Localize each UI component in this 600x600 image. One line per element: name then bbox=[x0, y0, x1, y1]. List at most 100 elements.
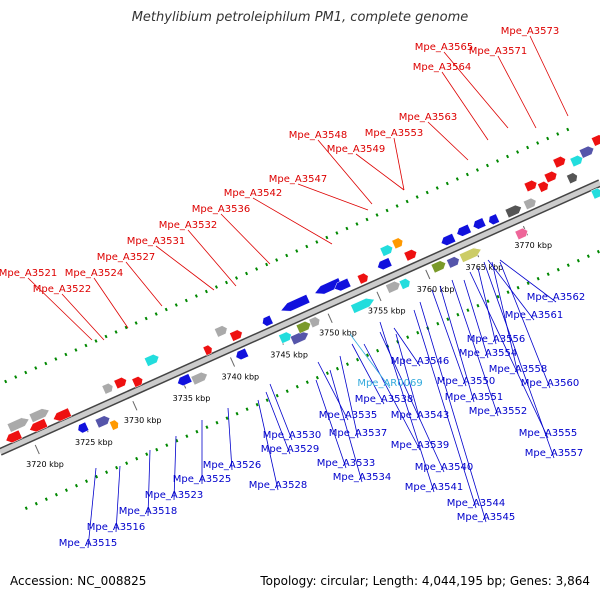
leader-line bbox=[477, 267, 497, 345]
gene-label: Mpe_A3528 bbox=[249, 480, 307, 491]
accession-text: Accession: NC_008825 bbox=[10, 574, 147, 588]
gene-arrow bbox=[458, 247, 482, 263]
scale-tick bbox=[132, 401, 138, 411]
leader-line bbox=[93, 277, 129, 329]
leader-line bbox=[317, 361, 349, 421]
gene-label: Mpe_A3515 bbox=[59, 538, 117, 549]
scale-label: 3765 kbp bbox=[466, 263, 504, 272]
gene-arrow bbox=[578, 145, 595, 159]
scale-label: 3755 kbp bbox=[368, 307, 406, 316]
scale-tick bbox=[34, 444, 40, 455]
gene-arrow bbox=[590, 134, 600, 147]
leader-line bbox=[155, 245, 215, 291]
gene-label: Mpe_A3531 bbox=[127, 236, 185, 247]
scale-tick bbox=[376, 291, 382, 302]
feature-layer bbox=[5, 134, 600, 444]
gene-label: Mpe_A3535 bbox=[319, 410, 377, 421]
gene-arrow bbox=[446, 256, 460, 269]
gene-label: Mpe_A3541 bbox=[405, 482, 463, 493]
gene-label: Mpe_A3533 bbox=[317, 458, 375, 469]
leader-line bbox=[297, 183, 369, 211]
gene-arrow bbox=[143, 354, 160, 367]
gene-label: Mpe_A3571 bbox=[469, 46, 527, 57]
gene-arrow bbox=[379, 244, 393, 257]
scale-label: 3750 kbp bbox=[319, 329, 357, 338]
leader-line bbox=[349, 333, 391, 389]
gene-arrow bbox=[214, 325, 228, 338]
tick-layer: 3720 kbp 3725 kbp 3730 kbp 3735 kbp 3740 kbp… bbox=[0, 125, 600, 510]
leader-line bbox=[187, 229, 237, 287]
gene-label: Mpe_A3525 bbox=[173, 474, 231, 485]
gene-arrow bbox=[569, 155, 583, 168]
gene-label: Mpe_A3524 bbox=[65, 268, 123, 279]
gene-arrow bbox=[229, 329, 243, 342]
gene-label: Mpe_A3534 bbox=[333, 472, 391, 483]
gene-label: Mpe_A3529 bbox=[261, 444, 319, 455]
leader-line bbox=[419, 301, 487, 523]
leader-line bbox=[451, 279, 499, 417]
leader-line bbox=[227, 407, 233, 471]
leader-line bbox=[491, 261, 519, 375]
gene-arrow bbox=[514, 227, 528, 241]
gene-label: Mpe_A3554 bbox=[459, 348, 517, 359]
gene-arrow bbox=[543, 170, 558, 184]
leader-line bbox=[355, 153, 405, 191]
gene-label: Mpe_A3545 bbox=[457, 512, 515, 523]
gene-label: Mpe_A3563 bbox=[399, 112, 457, 123]
gene-arrow bbox=[289, 331, 309, 346]
leader-line bbox=[393, 137, 405, 191]
gene-label: Mpe_A3536 bbox=[192, 204, 250, 215]
gene-arrow bbox=[488, 213, 500, 226]
gene-arrow bbox=[29, 418, 49, 433]
gene-arrow bbox=[109, 419, 119, 431]
leader-line bbox=[431, 289, 467, 387]
gene-label: Mpe_A3573 bbox=[501, 26, 559, 37]
gene-arrow bbox=[566, 172, 578, 185]
gene-arrow bbox=[398, 278, 411, 290]
gene-label: Mpe_A3532 bbox=[159, 220, 217, 231]
leader-line bbox=[395, 333, 421, 421]
gene-label: Mpe_A3538 bbox=[355, 394, 413, 405]
gene-label: Mpe_AR0069 bbox=[357, 378, 422, 389]
scale-label: 3760 kbp bbox=[417, 285, 455, 294]
leader-line bbox=[443, 51, 509, 129]
gene-arrow bbox=[52, 407, 72, 422]
gene-label: Mpe_A3542 bbox=[224, 188, 282, 199]
leader-line bbox=[413, 309, 477, 509]
gene-arrow bbox=[356, 272, 369, 285]
gene-arrow bbox=[350, 298, 375, 314]
leader-line bbox=[317, 139, 373, 205]
gene-label: Mpe_A3555 bbox=[519, 428, 577, 439]
gene-label: Mpe_A3564 bbox=[413, 62, 471, 73]
leader-line bbox=[499, 261, 551, 389]
leader-line bbox=[252, 197, 333, 245]
gene-label: Mpe_A3543 bbox=[391, 410, 449, 421]
gene-arrow bbox=[537, 181, 549, 193]
gene-arrow bbox=[202, 344, 213, 356]
gene-arrow bbox=[131, 376, 143, 388]
gene-label: Mpe_A3526 bbox=[203, 460, 261, 471]
backbone-edge-top bbox=[0, 179, 600, 450]
leader-line bbox=[469, 271, 549, 439]
gene-arrow bbox=[5, 429, 23, 444]
leader-line bbox=[427, 121, 469, 161]
gene-arrow bbox=[403, 249, 417, 262]
leader-line bbox=[487, 259, 535, 321]
gene-label: Mpe_A3561 bbox=[505, 310, 563, 321]
leader-line bbox=[379, 321, 435, 493]
leader-line bbox=[315, 379, 347, 469]
leader-line bbox=[173, 435, 177, 501]
gene-label: Mpe_A3537 bbox=[329, 428, 387, 439]
gene-arrow bbox=[278, 331, 292, 344]
gene-arrow bbox=[456, 223, 472, 237]
label-layer: Mpe_A3521 Mpe_A3522 Mpe_A3524 Mpe_A3527 Mpe_… bbox=[0, 26, 585, 549]
gene-arrow bbox=[101, 382, 114, 395]
leader-line bbox=[441, 71, 489, 141]
leader-line bbox=[351, 343, 385, 405]
gene-arrow bbox=[262, 314, 274, 327]
leader-line bbox=[393, 327, 421, 367]
gene-label: Mpe_A3546 bbox=[391, 356, 449, 367]
leader-line bbox=[257, 399, 279, 491]
gene-label: Mpe_A3551 bbox=[445, 392, 503, 403]
